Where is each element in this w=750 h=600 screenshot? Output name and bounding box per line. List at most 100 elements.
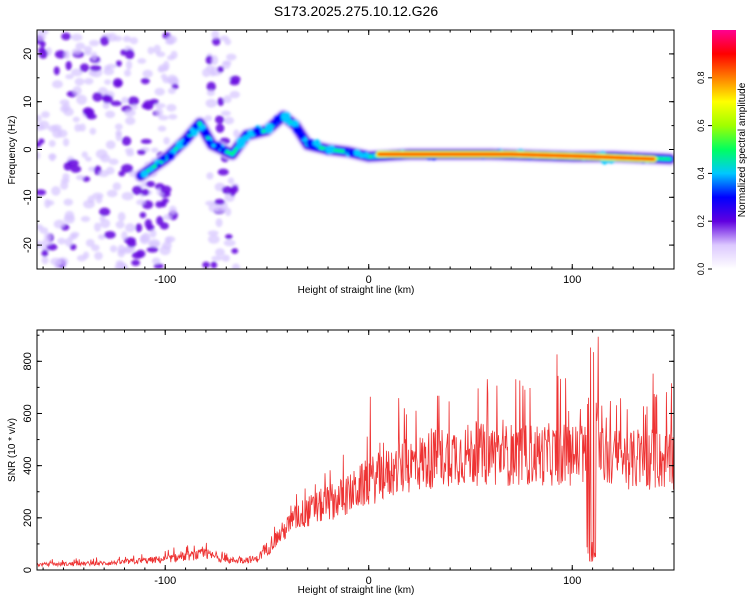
heatmap-cell [63,198,74,206]
heatmap-cell [151,257,161,265]
heatmap-cell [206,89,215,97]
heatmap-cell [209,70,217,77]
heatmap-cell [37,141,42,148]
heatmap-cell [120,263,129,269]
heatmap-cell [94,222,102,232]
heatmap-cell [79,63,90,73]
heatmap-cell [41,249,49,257]
heatmap-cell [41,256,49,265]
heatmap-cell [231,184,239,193]
heatmap-cell [62,138,70,147]
colorbar-tick-label: 0.6 [696,119,706,132]
colorbar-gradient [712,30,736,269]
heatmap-cell [125,116,136,125]
heatmap-cell [85,238,95,247]
heatmap-cell [227,177,235,184]
heatmap-cell [104,231,116,239]
spectrogram-x-ticks: -100 0 100 [42,30,675,286]
heatmap-cell [329,149,334,154]
heatmap-cell [79,123,86,132]
heatmap-cell [72,116,80,123]
heatmap-cell [159,154,167,162]
snr-x-tick-label: 100 [563,575,581,587]
heatmap-cell [237,139,246,149]
heatmap-cell [117,248,125,258]
heatmap-cell [164,236,172,245]
heatmap-cell [206,172,214,180]
heatmap-cell [330,145,335,150]
heatmap-cell [80,215,91,222]
snr-series-line [37,336,674,568]
heatmap-cell [71,33,83,41]
heatmap-cell [137,58,147,64]
spectrogram-y-tick-label: -10 [22,189,34,205]
snr-frame [36,329,675,571]
heatmap-cell [158,115,169,121]
snr-y-tick-label: 400 [22,456,34,474]
heatmap-cell [135,249,146,258]
heatmap-cell [211,255,223,261]
heatmap-cell [224,116,235,125]
heatmap-cell [113,35,123,42]
heatmap-cell [140,170,149,178]
heatmap-cell [103,68,115,76]
heatmap-cell [125,60,133,70]
heatmap-cell [205,55,214,65]
heatmap-cell [202,68,211,78]
heatmap-cell [89,65,102,72]
heatmap-cell [168,205,177,215]
heatmap-cell [53,66,60,76]
heatmap-cell [142,69,153,78]
heatmap-cell [211,55,219,66]
heatmap-cell [118,170,126,177]
heatmap-cell [217,168,229,176]
heatmap-cell [115,60,122,67]
heatmap-cell [37,224,44,230]
heatmap-cell [159,245,171,256]
heatmap-cell [121,164,134,173]
heatmap-cell [125,223,136,233]
heatmap-cell [94,251,103,261]
heatmap-cell [214,198,225,205]
heatmap-cell [122,35,132,43]
heatmap-cell [154,159,160,165]
heatmap-cell [95,149,108,159]
heatmap-cell [82,251,90,259]
heatmap-cell [70,231,80,237]
snr-background [37,330,674,570]
heatmap-cell [67,159,79,167]
heatmap-cell [167,87,176,95]
heatmap-cell [91,244,100,252]
heatmap-cell [145,180,156,188]
heatmap-cell [311,145,317,151]
snr-panel: -100 0 100 0 200 400 600 800 Height of straigh… [7,329,675,596]
colorbar-tick-label: 0.2 [696,215,706,228]
heatmap-cell [224,207,232,217]
heatmap-cell [41,238,52,246]
heatmap-cell [252,126,262,136]
heatmap-cell [160,185,172,194]
heatmap-cell [229,90,241,99]
heatmap-cell [131,259,141,266]
heatmap-cell [110,100,122,107]
heatmap-cell [226,53,237,61]
heatmap-cell [353,148,361,157]
heatmap-cell [49,153,56,162]
heatmap-cell [52,128,63,139]
heatmap-cell [109,245,118,253]
snr-y-ticks: 0 200 400 600 800 [22,334,674,573]
heatmap-cell [84,50,92,56]
heatmap-cell [83,199,95,209]
heatmap-cell [50,257,62,266]
heatmap-cell [124,69,132,77]
heatmap-cell [219,35,229,42]
snr-x-label: Height of straight line (km) [298,585,415,596]
heatmap-cell [168,77,177,84]
heatmap-cell [151,147,159,153]
heatmap-cell [115,220,125,229]
heatmap-cell [132,185,143,195]
heatmap-cell [114,80,123,87]
colorbar-tick-label: 0.0 [696,263,706,276]
heatmap-cell [75,42,86,50]
heatmap-cell [62,173,70,181]
